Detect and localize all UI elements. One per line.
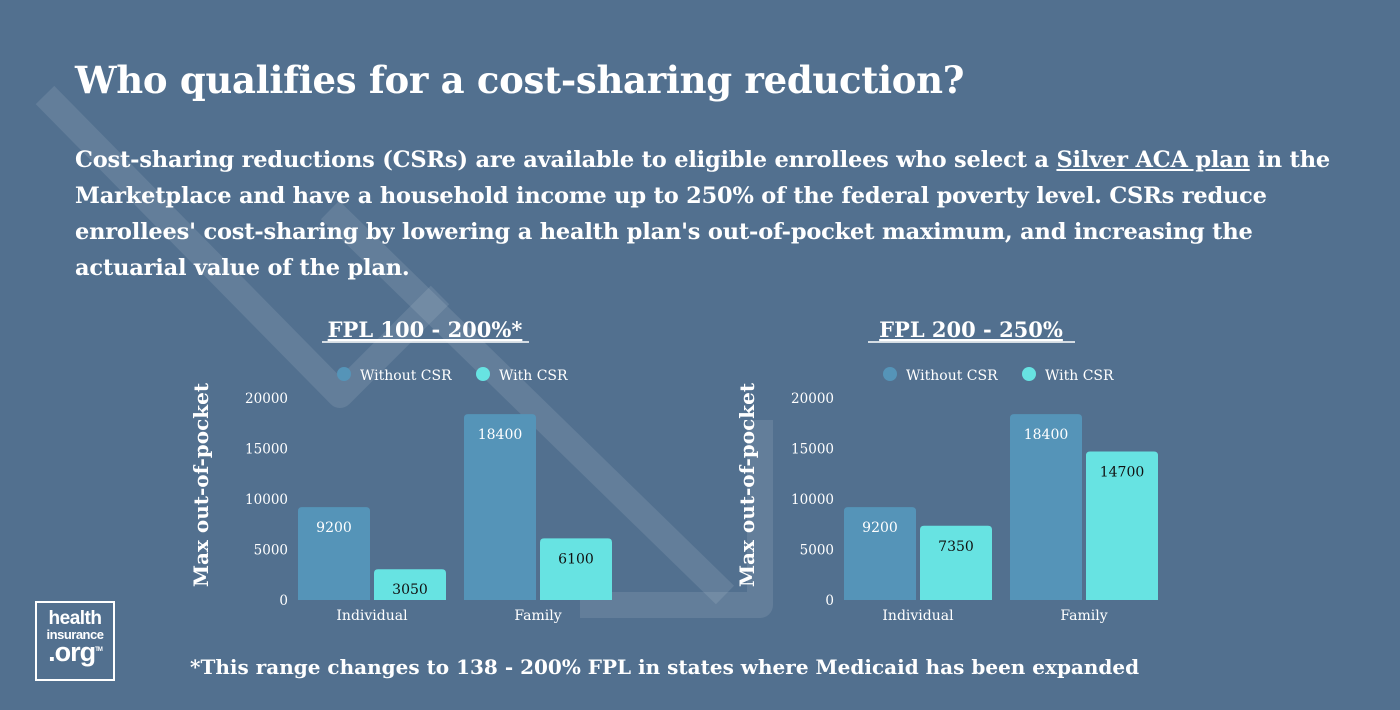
y-tick-label: 20000 xyxy=(791,391,834,407)
y-tick-label: 15000 xyxy=(245,442,288,458)
data-label: 3050 xyxy=(392,582,428,598)
y-tick-label: 15000 xyxy=(791,442,834,458)
y-tick-label: 5000 xyxy=(800,543,834,559)
healthinsurance-org-logo[interactable]: health insurance .orgTM xyxy=(35,601,115,681)
legend-label: Without CSR xyxy=(906,368,998,384)
x-tick-label: Individual xyxy=(336,608,408,624)
bar-family-without-csr xyxy=(464,414,536,600)
x-tick-label: Family xyxy=(514,608,561,624)
data-label: 14700 xyxy=(1100,465,1145,481)
x-tick-label: Family xyxy=(1060,608,1107,624)
intro-paragraph: Cost-sharing reductions (CSRs) are avail… xyxy=(75,142,1365,286)
data-label: 6100 xyxy=(558,551,594,567)
legend-label: With CSR xyxy=(1045,368,1114,384)
y-axis-label: Max out-of-pocket xyxy=(189,382,213,587)
bar-individual-with-csr xyxy=(374,569,446,600)
legend-marker xyxy=(883,367,897,381)
bar-individual-without-csr xyxy=(844,507,916,600)
intro-text: Cost-sharing reductions (CSRs) are avail… xyxy=(75,147,1057,173)
footnote: *This range changes to 138 - 200% FPL in… xyxy=(190,655,1140,679)
y-tick-label: 0 xyxy=(279,593,288,609)
chart-title: FPL 200 - 250% xyxy=(879,317,1063,342)
bar-individual-with-csr xyxy=(920,525,992,600)
data-label: 7350 xyxy=(938,539,974,555)
data-label: 18400 xyxy=(478,427,523,443)
data-label: 9200 xyxy=(862,520,898,536)
page-title: Who qualifies for a cost-sharing reducti… xyxy=(75,58,965,102)
chart-title: FPL 100 - 200%* xyxy=(328,317,523,342)
silver-aca-plan-link[interactable]: Silver ACA plan xyxy=(1056,147,1250,173)
legend-label: Without CSR xyxy=(360,368,452,384)
y-tick-label: 20000 xyxy=(245,391,288,407)
intro-text-rest: in the Marketplace and have a household … xyxy=(75,147,1330,281)
bar-family-with-csr xyxy=(540,538,612,600)
data-label: 18400 xyxy=(1024,427,1069,443)
chart-2: FPL 200 - 250% Without CSR With CSR Max out… xyxy=(735,317,1158,624)
y-tick-label: 5000 xyxy=(254,543,288,559)
data-label: 9200 xyxy=(316,520,352,536)
legend-label: With CSR xyxy=(499,368,568,384)
bar-family-without-csr xyxy=(1010,414,1082,600)
bar-family-with-csr xyxy=(1086,451,1158,600)
legend-marker xyxy=(337,367,351,381)
y-tick-label: 10000 xyxy=(245,492,288,508)
x-tick-label: Individual xyxy=(882,608,954,624)
y-tick-label: 0 xyxy=(825,593,834,609)
bar-individual-without-csr xyxy=(298,507,370,600)
y-axis-label: Max out-of-pocket xyxy=(735,382,759,587)
y-tick-label: 10000 xyxy=(791,492,834,508)
legend-marker xyxy=(476,367,490,381)
legend-marker xyxy=(1022,367,1036,381)
chart-1: FPL 100 - 200%* Without CSR With CSR Max ou… xyxy=(189,317,612,624)
